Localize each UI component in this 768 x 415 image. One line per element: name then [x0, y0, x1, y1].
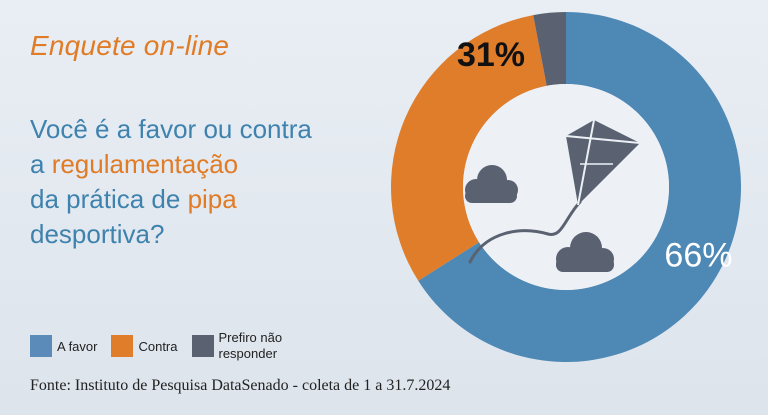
- legend-swatch-prefiro-nao-responder: [191, 335, 214, 357]
- question-line-3a: da prática de: [30, 184, 188, 214]
- slice-label-a-favor: 66%: [664, 236, 732, 274]
- cloud-icon: [465, 165, 518, 203]
- slice-a-favor: [418, 12, 742, 363]
- legend-swatch-a-favor: [30, 335, 52, 357]
- question-highlight-pipa: pipa: [187, 184, 237, 214]
- legend-label-a-favor: A favor: [57, 338, 98, 354]
- legend-label-prefiro-nao-responder: Prefiro não responder: [218, 330, 283, 361]
- slice-labels: 66% 31%: [457, 36, 733, 274]
- legend-label-contra: Contra: [138, 338, 178, 354]
- chart-legend: A favor Contra Prefiro não responder: [30, 330, 305, 362]
- donut-slices: [390, 12, 742, 363]
- question-line-4: desportiva?: [30, 219, 165, 249]
- slice-contra: [390, 15, 547, 281]
- legend-item-contra: Contra: [111, 335, 178, 357]
- question-line-1: Você é a favor ou contra: [30, 114, 312, 144]
- slice-prefiro-nao-responder: [533, 12, 566, 86]
- poll-question: Você é a favor ou contra a regulamentaçã…: [30, 112, 390, 252]
- poll-title: Enquete on-line: [30, 30, 230, 61]
- slice-label-contra: 31%: [457, 36, 525, 74]
- question-line-2a: a: [30, 149, 52, 179]
- cloud-icon-2: [556, 232, 614, 272]
- legend-item-a-favor: A favor: [30, 335, 97, 357]
- source-note: Fonte: Instituto de Pesquisa DataSenado …: [30, 377, 451, 394]
- kite-icon: [468, 119, 641, 264]
- question-highlight-regulamentacao: regulamentação: [51, 149, 239, 179]
- legend-swatch-contra: [111, 335, 134, 357]
- legend-item-prefiro-nao-responder: Prefiro não responder: [191, 330, 291, 362]
